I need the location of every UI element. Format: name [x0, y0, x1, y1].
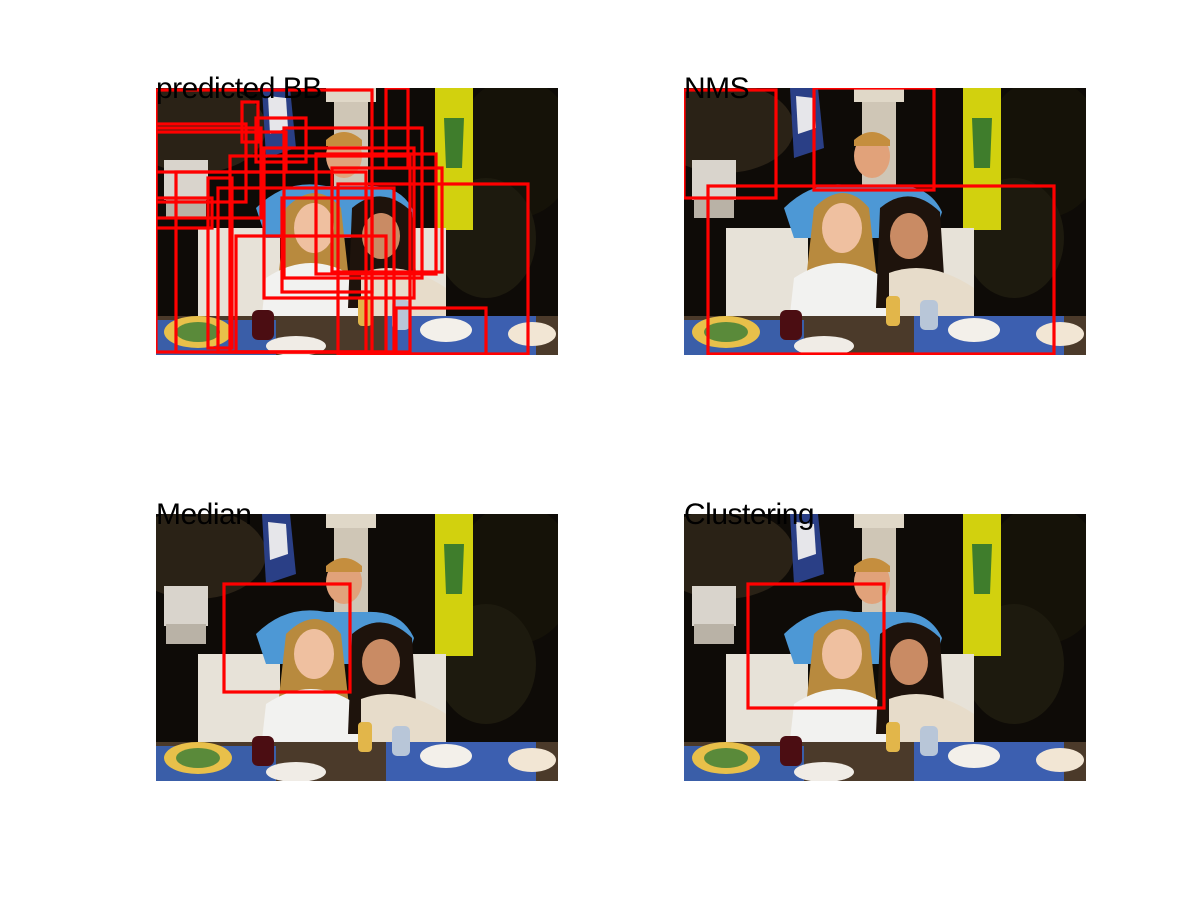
bbox: [282, 126, 424, 280]
bbox: [394, 306, 488, 355]
panel-predicted-bb: predicted BB: [156, 74, 558, 355]
panel-clustering: Clustering: [684, 500, 1086, 781]
bounding-boxes: [684, 88, 1056, 355]
panel-title: Median: [156, 498, 252, 531]
photo-image: [156, 514, 558, 781]
bbox: [206, 176, 234, 350]
bbox: [706, 184, 1056, 355]
panel-nms: NMS: [684, 74, 1086, 355]
panel-title: predicted BB: [156, 72, 322, 105]
bounding-boxes: [222, 582, 352, 694]
bbox: [684, 88, 778, 200]
photo-image: [156, 88, 558, 355]
bbox: [280, 196, 374, 294]
bbox: [222, 582, 352, 694]
panel-title: Clustering: [684, 498, 815, 531]
bbox: [156, 122, 248, 204]
bbox: [234, 234, 388, 354]
bounding-boxes: [746, 582, 886, 710]
bounding-boxes: [156, 88, 530, 355]
bbox: [254, 116, 308, 164]
bbox: [746, 582, 886, 710]
bbox: [314, 152, 438, 276]
photo-image: [684, 88, 1086, 355]
photo-image: [684, 514, 1086, 781]
bbox: [812, 88, 936, 192]
panel-median: Median: [156, 500, 558, 781]
bbox: [240, 100, 260, 144]
bbox: [156, 196, 214, 230]
panel-title: NMS: [684, 72, 750, 105]
bbox: [384, 88, 410, 170]
